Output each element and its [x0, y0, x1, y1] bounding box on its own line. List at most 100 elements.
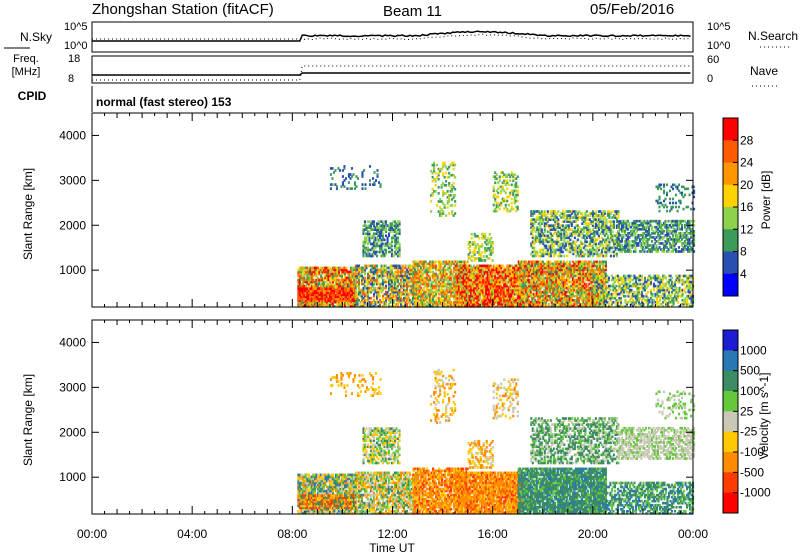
range-cell [561, 226, 564, 230]
range-cell [582, 268, 585, 272]
range-cell [420, 302, 423, 306]
range-cell [412, 274, 415, 278]
range-cell [356, 274, 359, 278]
range-cell [539, 220, 542, 223]
range-cell [522, 302, 525, 306]
range-cell [427, 298, 430, 302]
range-cell [531, 276, 534, 280]
range-cell [368, 304, 371, 308]
range-cell [415, 274, 418, 278]
range-cell [456, 294, 459, 298]
range-cell [529, 260, 532, 264]
range-cell [383, 248, 386, 252]
range-cell [567, 276, 570, 280]
range-cell [442, 262, 445, 266]
range-cell [503, 294, 506, 298]
range-cell [339, 278, 342, 282]
range-cell [438, 266, 441, 270]
range-cell [315, 278, 318, 282]
station-title: Zhongshan Station (fitACF) [92, 1, 274, 18]
range-cell [330, 287, 333, 291]
range-cell [565, 298, 568, 302]
range-cell [498, 302, 501, 306]
range-cell [470, 266, 473, 270]
range-cell [390, 222, 394, 225]
range-cell [588, 282, 591, 286]
range-cell [366, 302, 370, 306]
range-cell [390, 254, 394, 258]
freq-tick-high: 18 [68, 53, 80, 65]
range-cell [537, 302, 540, 306]
range-cell [297, 268, 300, 272]
range-cell [535, 282, 538, 286]
range-cell [371, 274, 374, 278]
range-cell [450, 282, 453, 286]
range-cell [525, 288, 528, 292]
range-cell [476, 302, 479, 306]
range-cell [559, 286, 562, 290]
range-cell [371, 270, 374, 274]
range-cell [501, 294, 504, 298]
range-cell [397, 290, 400, 294]
range-cell [537, 294, 540, 298]
range-cell [381, 278, 385, 282]
range-cell [447, 298, 450, 302]
range-cell [432, 304, 435, 308]
range-cell [554, 210, 557, 213]
range-cell [553, 262, 556, 266]
range-cell [377, 280, 380, 284]
range-cell [500, 300, 503, 304]
range-cell [480, 264, 483, 268]
range-cell [488, 266, 491, 270]
range-cell [318, 268, 321, 272]
range-cell [552, 304, 555, 308]
range-cell [432, 292, 435, 296]
range-cell [520, 288, 523, 292]
range-cell [439, 274, 442, 278]
range-cell [383, 278, 386, 282]
range-cell [372, 244, 376, 248]
range-cell [532, 282, 535, 286]
range-cell [549, 272, 552, 276]
range-cell [569, 242, 572, 246]
range-cell [339, 266, 342, 270]
range-cell [316, 266, 319, 270]
range-cell [435, 302, 438, 306]
range-cell [548, 240, 551, 244]
range-cell [362, 244, 365, 248]
range-cell [464, 264, 467, 268]
range-cell [483, 266, 486, 270]
range-cell [544, 264, 547, 268]
range-cell [334, 278, 338, 282]
range-cell [413, 300, 416, 304]
range-cell [374, 242, 377, 246]
range-cell [540, 228, 543, 232]
range-cell [549, 232, 552, 236]
range-cell [386, 242, 389, 246]
range-cell [448, 270, 451, 274]
range-cell [327, 276, 330, 280]
range-cell [384, 270, 388, 274]
range-cell [398, 244, 401, 248]
range-cell [346, 270, 350, 274]
range-cell [570, 244, 573, 248]
range-cell [476, 274, 479, 278]
range-cell [363, 292, 367, 296]
range-cell [541, 272, 544, 276]
range-cell [356, 264, 359, 268]
range-cell [398, 288, 401, 292]
range-cell [395, 236, 398, 240]
range-cell [423, 288, 426, 292]
range-cell [300, 276, 303, 280]
range-cell [519, 302, 522, 306]
range-cell [474, 288, 477, 292]
range-cell [528, 272, 531, 276]
range-cell [397, 264, 400, 268]
range-cell [375, 300, 379, 304]
range-cell [325, 287, 328, 291]
range-cell [489, 268, 492, 272]
range-cell [558, 224, 561, 227]
range-cell [301, 280, 304, 284]
range-cell [482, 290, 485, 294]
range-cell [392, 298, 395, 302]
